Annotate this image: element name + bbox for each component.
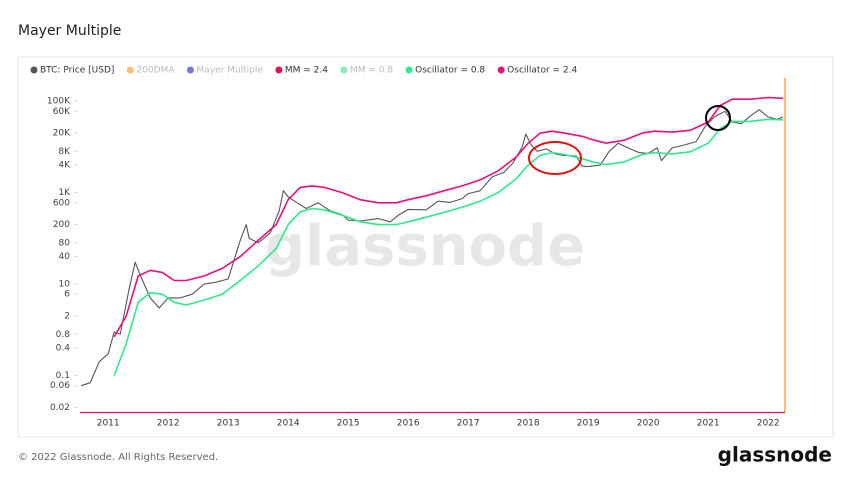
legend-label[interactable]: BTC: Price [USD] — [40, 66, 114, 76]
legend-label[interactable]: 200DMA — [136, 66, 175, 76]
legend-label[interactable]: MM = 2.4 — [285, 66, 328, 76]
y-tick-label: 200 — [53, 220, 70, 230]
y-tick-label: 600 — [53, 198, 70, 208]
y-tick-label: 0.1 — [56, 371, 70, 381]
x-tick-label: 2014 — [277, 419, 300, 429]
y-tick-label: 2 — [64, 312, 70, 322]
x-tick-label: 2020 — [637, 419, 660, 429]
series-line — [113, 118, 784, 376]
x-tick-label: 2017 — [457, 419, 480, 429]
logo: glassnode — [718, 443, 832, 467]
x-tick-label: 2012 — [157, 419, 180, 429]
x-tick-label: 2013 — [217, 419, 240, 429]
y-tick-label: 6 — [64, 290, 70, 300]
x-tick-label: 2022 — [757, 419, 780, 429]
y-tick-label: 0.8 — [56, 330, 71, 340]
highlight-ellipse — [528, 141, 582, 175]
y-tick-label: 80 — [59, 238, 71, 248]
legend-marker[interactable] — [126, 66, 134, 74]
legend-marker[interactable] — [275, 66, 283, 74]
y-tick-label: 40 — [59, 252, 71, 262]
legend-label[interactable]: Mayer Multiple — [196, 66, 263, 76]
x-tick-label: 2016 — [397, 419, 420, 429]
legend-marker[interactable] — [340, 66, 348, 74]
y-tick-label: 20K — [53, 129, 71, 139]
y-tick-label: 4K — [58, 161, 71, 171]
chart-frame — [17, 56, 834, 438]
highlight-circle — [705, 105, 731, 131]
x-tick-label: 2015 — [337, 419, 360, 429]
legend-marker[interactable] — [497, 66, 505, 74]
watermark: glassnode — [265, 214, 585, 279]
y-tick-label: 0.06 — [50, 381, 70, 391]
x-tick-label: 2021 — [697, 419, 720, 429]
footer: © 2022 Glassnode. All Rights Reserved. — [18, 452, 218, 463]
x-tick-label: 2018 — [517, 419, 540, 429]
series-line — [113, 96, 784, 338]
legend-label[interactable]: MM = 0.8 — [350, 66, 393, 76]
y-tick-label: 8K — [58, 147, 71, 157]
chart-title: Mayer Multiple — [18, 23, 121, 39]
x-tick-label: 2019 — [577, 419, 600, 429]
y-tick-label: 10 — [59, 280, 71, 290]
y-tick-label: 1K — [58, 188, 71, 198]
legend-label[interactable]: Oscillator = 0.8 — [415, 66, 485, 76]
y-tick-label: 60K — [53, 107, 71, 117]
x-tick-label: 2011 — [97, 419, 120, 429]
y-tick-label: 100K — [47, 97, 71, 107]
legend-marker[interactable] — [405, 66, 413, 74]
legend-marker[interactable] — [186, 66, 194, 74]
legend-label[interactable]: Oscillator = 2.4 — [507, 66, 577, 76]
y-tick-label: 0.4 — [56, 344, 71, 354]
legend-marker[interactable] — [30, 66, 38, 74]
y-tick-label: 0.02 — [50, 403, 70, 413]
